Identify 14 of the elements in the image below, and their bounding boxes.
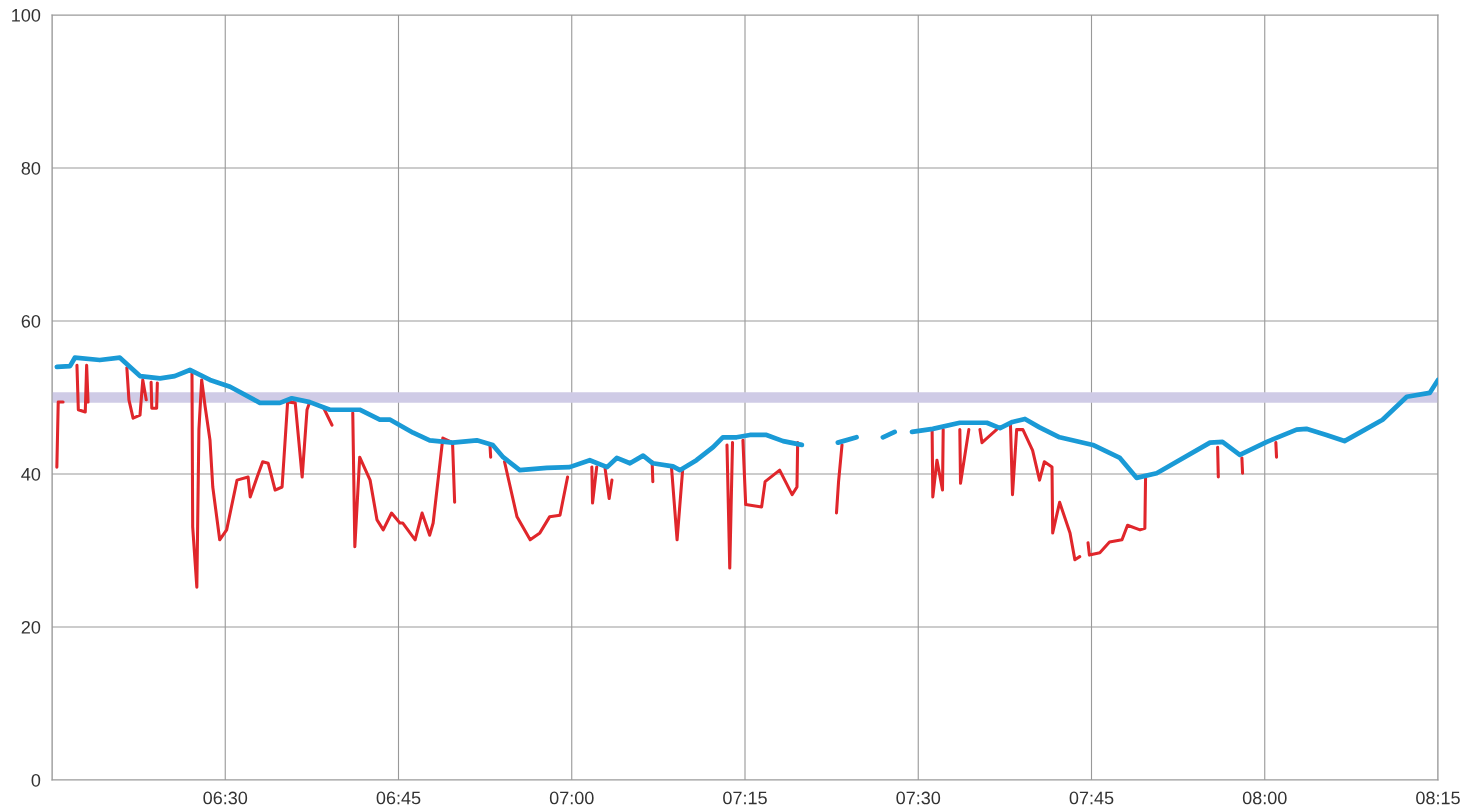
x-tick-label: 07:15 [723,791,767,805]
x-tick-label: 08:00 [1242,791,1287,805]
y-tick-label: 60 [21,314,41,328]
y-tick-label: 20 [21,620,41,634]
x-tick-label: 07:45 [1069,791,1114,805]
y-tick-label: 0 [31,773,41,787]
x-tick-label: 06:45 [376,791,421,805]
y-tick-label: 100 [12,8,41,22]
y-tick-label: 40 [21,467,41,481]
x-tick-label: 07:00 [549,791,594,805]
x-tick-label: 06:30 [203,791,248,805]
x-tick-label: 08:15 [1416,791,1460,805]
y-tick-label: 80 [21,161,41,175]
x-tick-label: 07:30 [896,791,941,805]
